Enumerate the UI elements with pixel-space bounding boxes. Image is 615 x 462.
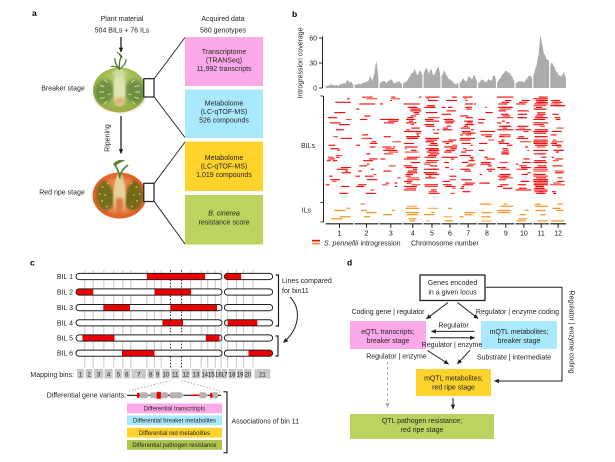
svg-text:3: 3 (97, 373, 101, 379)
svg-text:1,019 compounds: 1,019 compounds (196, 172, 252, 179)
svg-text:7: 7 (466, 230, 470, 237)
svg-text:d: d (347, 257, 352, 267)
svg-text:0: 0 (313, 86, 317, 93)
svg-text:Red ripe stage: Red ripe stage (39, 190, 85, 197)
svg-text:c: c (30, 257, 35, 267)
svg-text:Acquired data: Acquired data (201, 16, 244, 23)
svg-text:Differential red metabolites: Differential red metabolites (139, 431, 210, 437)
svg-text:ILs: ILs (302, 208, 312, 215)
svg-text:Regulator: Regulator (438, 323, 469, 330)
svg-text:580 genotypes: 580 genotypes (200, 27, 246, 34)
svg-text:12: 12 (554, 230, 562, 237)
svg-text:for bin11: for bin11 (282, 288, 309, 295)
svg-text:10: 10 (520, 230, 528, 237)
svg-text:a: a (32, 8, 37, 18)
svg-text:5: 5 (430, 230, 434, 237)
svg-text:11: 11 (172, 373, 179, 379)
svg-text:BIL 4: BIL 4 (57, 320, 73, 327)
svg-text:1: 1 (79, 373, 83, 379)
svg-text:BIL 3: BIL 3 (57, 305, 73, 312)
svg-text:Lines compared: Lines compared (282, 278, 332, 285)
svg-text:9: 9 (504, 230, 508, 237)
svg-text:14: 14 (201, 373, 208, 379)
svg-text:18: 18 (229, 373, 236, 379)
svg-text:Breaker stage: Breaker stage (41, 86, 85, 93)
svg-text:introgression: introgression (361, 240, 401, 247)
svg-text:30: 30 (309, 61, 317, 68)
svg-text:10: 10 (163, 373, 170, 379)
svg-text:4: 4 (411, 230, 415, 237)
svg-text:11: 11 (538, 230, 545, 237)
svg-text:breaker stage: breaker stage (367, 338, 410, 345)
svg-text:BIL 2: BIL 2 (57, 290, 73, 297)
svg-text:504 BILs + 76 ILs: 504 BILs + 76 ILs (95, 27, 150, 34)
svg-text:60: 60 (309, 36, 317, 43)
svg-text:Regulator | enzyme: Regulator | enzyme (366, 353, 427, 360)
svg-text:BIL 1: BIL 1 (57, 274, 73, 281)
svg-text:19: 19 (237, 373, 244, 379)
svg-text:2: 2 (87, 373, 91, 379)
svg-text:(LC-qTOF-MS): (LC-qTOF-MS) (201, 109, 248, 116)
svg-text:(TRANSeq): (TRANSeq) (206, 58, 242, 65)
svg-text:S. pennellii: S. pennellii (324, 240, 359, 247)
svg-text:8: 8 (485, 230, 489, 237)
svg-text:BIL 6: BIL 6 (57, 351, 73, 358)
svg-text:8: 8 (149, 373, 153, 379)
svg-text:4: 4 (107, 373, 111, 379)
svg-text:Substrate | intermediate: Substrate | intermediate (477, 354, 551, 361)
svg-text:mQTL metabolites;: mQTL metabolites; (490, 329, 549, 336)
svg-text:Mapping bins:: Mapping bins: (30, 372, 74, 379)
svg-text:Introgression coverage: Introgression coverage (298, 27, 305, 98)
svg-text:13: 13 (193, 373, 200, 379)
svg-text:resistance score: resistance score (199, 220, 250, 227)
svg-text:eQTL transcripts;: eQTL transcripts; (361, 329, 414, 336)
svg-text:Transcriptome: Transcriptome (202, 49, 247, 56)
svg-text:15: 15 (208, 373, 215, 379)
svg-text:Genes encoded: Genes encoded (428, 280, 478, 287)
svg-text:12: 12 (182, 373, 189, 379)
svg-text:in a given locus: in a given locus (428, 289, 477, 296)
svg-text:Metabolome: Metabolome (205, 101, 244, 108)
svg-text:7: 7 (137, 373, 141, 379)
svg-text:526 compounds: 526 compounds (199, 118, 249, 125)
svg-text:breaker stage: breaker stage (498, 338, 541, 345)
svg-text:BILs: BILs (301, 143, 316, 150)
svg-text:Differential breaker metabolit: Differential breaker metabolites (133, 419, 216, 425)
svg-text:16: 16 (215, 373, 222, 379)
svg-text:17: 17 (221, 373, 228, 379)
svg-text:mQTL metabolites;: mQTL metabolites; (424, 375, 483, 382)
svg-text:Ripening: Ripening (105, 124, 112, 152)
svg-text:9: 9 (156, 373, 160, 379)
svg-text:Metabolome: Metabolome (205, 155, 244, 162)
svg-text:3: 3 (389, 230, 393, 237)
svg-text:Differential transcrtripts: Differential transcrtripts (144, 407, 206, 413)
svg-text:red ripe stage: red ripe stage (401, 427, 444, 434)
svg-text:QTL pathogen resistance;: QTL pathogen resistance; (382, 418, 462, 425)
svg-text:b: b (292, 9, 297, 19)
svg-text:6: 6 (125, 373, 129, 379)
svg-text:Plant material: Plant material (101, 16, 144, 23)
svg-text:B. cinerea: B. cinerea (208, 211, 240, 218)
svg-text:6: 6 (448, 230, 452, 237)
svg-text:11,992 transcripts: 11,992 transcripts (196, 66, 252, 73)
svg-text:Regulator | enzyme coding: Regulator | enzyme coding (476, 309, 559, 316)
svg-text:20: 20 (244, 373, 251, 379)
svg-text:(LC-qTOF-MS): (LC-qTOF-MS) (201, 164, 248, 171)
svg-text:21: 21 (259, 373, 266, 379)
svg-text:5: 5 (117, 373, 121, 379)
svg-text:Differential pathogen resistan: Differential pathogen resistance (132, 443, 217, 449)
svg-text:Associations of bin 11: Associations of bin 11 (232, 418, 300, 425)
svg-text:2: 2 (365, 230, 369, 237)
svg-text:Coding gene | regulator: Coding gene | regulator (351, 309, 425, 316)
svg-text:Chromosome number: Chromosome number (411, 240, 479, 247)
svg-text:Regulator | enzyme coding: Regulator | enzyme coding (568, 290, 575, 373)
svg-text:BIL 5: BIL 5 (57, 336, 73, 343)
svg-text:Regulator | enzyme: Regulator | enzyme (422, 342, 483, 349)
svg-text:Differential gene variants:: Differential gene variants: (47, 393, 126, 400)
svg-text:red ripe stage: red ripe stage (432, 384, 475, 391)
svg-text:1: 1 (338, 230, 342, 237)
